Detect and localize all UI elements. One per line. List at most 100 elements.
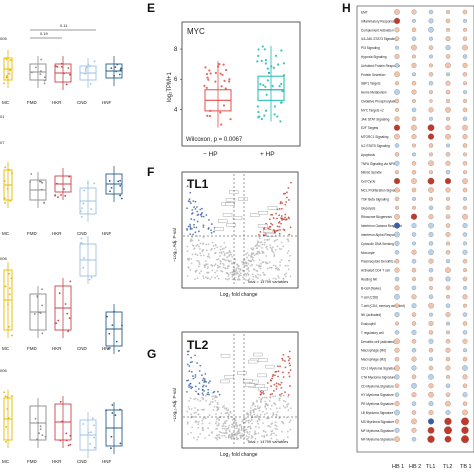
panel-e-point-1-19 [266, 79, 269, 82]
panel-g-point-411 [258, 407, 261, 410]
left-point-0-4-2 [115, 70, 118, 73]
panel-f-point-431 [265, 255, 268, 257]
panel-h-cell-5-1 [412, 54, 416, 59]
panel-f-point-118 [272, 277, 275, 280]
panel-g-point-420 [231, 433, 234, 436]
panel-h-cell-38-1 [411, 347, 417, 353]
panel-f-point-105 [258, 259, 261, 261]
panel-g-point-115 [198, 382, 201, 385]
panel-h-cell-9-0 [394, 89, 400, 95]
panel-g-point-35 [259, 390, 262, 393]
panel-f-point-52 [246, 252, 249, 254]
panel-h-cell-16-1 [412, 152, 416, 157]
panel-g-gene-tag-0 [220, 379, 230, 384]
panel-f-point-81 [191, 253, 194, 256]
panel-g-point-473 [221, 434, 224, 437]
panel-f-point-387 [244, 272, 246, 275]
left-point-2-1-6 [41, 288, 43, 291]
left-point-3-0-3 [11, 395, 13, 397]
panel-h-cell-32-3 [446, 294, 450, 299]
panel-e-point-1-39 [280, 82, 283, 85]
panel-g-point-472 [238, 431, 241, 434]
left-point-3-4-2 [119, 442, 122, 445]
panel-h-cell-43-0 [394, 392, 400, 397]
panel-g-point-406 [191, 386, 194, 389]
panel-h-cell-40-2 [428, 365, 434, 371]
panel-f-point-124 [198, 272, 201, 274]
panel-g-point-345 [234, 419, 237, 422]
panel-g-point-130 [271, 422, 274, 425]
panel-e-point-1-4 [256, 105, 259, 108]
panel-h-cell-37-0 [394, 338, 400, 345]
panel-g-point-244 [254, 430, 256, 433]
panel-g-point-497 [201, 419, 204, 422]
left-point-1-1-3 [29, 181, 32, 183]
panel-g-point-151 [227, 426, 230, 429]
panel-g-point-350 [194, 354, 196, 357]
panel-e-point-0-9 [224, 87, 227, 90]
panel-f-point-445 [235, 273, 238, 276]
panel-h-cell-27-0 [394, 250, 400, 255]
panel-g-point-275 [270, 430, 273, 433]
panel-g-point-200 [198, 370, 201, 372]
panel-f-point-409 [279, 200, 282, 203]
panel-e-ylabel: log₂TPM+1 [167, 71, 173, 102]
panel-h-row-label-45: LB Myeloma Signature [361, 411, 393, 415]
panel-g-point-318 [190, 370, 193, 373]
panel-f-point-342 [213, 247, 216, 250]
panel-f-point-198 [187, 225, 190, 228]
panel-g-point-125 [249, 427, 252, 430]
panel-h-cell-41-4 [462, 374, 468, 380]
panel-f-point-227 [190, 238, 192, 241]
left-point-3-0-6 [6, 396, 9, 398]
group-label-cnd-1: CND [77, 100, 87, 105]
panel-h-cell-17-4 [462, 161, 468, 166]
panel-g-point-386 [269, 425, 272, 428]
panel-h-cell-38-0 [394, 347, 400, 353]
panel-g-point-36 [224, 425, 227, 428]
panel-h-cell-47-3 [444, 426, 452, 435]
panel-e-point-1-33 [277, 63, 280, 66]
panel-g-point-315 [246, 426, 249, 429]
panel-g-point-410 [286, 403, 289, 406]
panel-h-cell-32-0 [394, 293, 400, 300]
panel-f-point-313 [218, 255, 221, 257]
panel-f-point-383 [187, 266, 190, 268]
panel-g-point-369 [187, 363, 189, 366]
panel-g-point-273 [280, 381, 283, 384]
left-point-2-3-2 [80, 241, 83, 244]
left-point-0-3-1 [84, 68, 87, 70]
panel-h-cell-46-4 [461, 417, 469, 426]
panel-g-point-372 [194, 374, 197, 376]
panel-h-cell-10-4 [463, 99, 467, 103]
panel-f-point-206 [255, 247, 258, 250]
panel-h-cell-3-3 [445, 36, 451, 42]
panel-g-point-433 [279, 365, 281, 368]
panel-f-point-220 [239, 268, 242, 271]
panel-f-point-57 [259, 230, 262, 233]
panel-g-point-89 [289, 369, 292, 372]
panel-h-row-label-10: Oxidative Phosphorylation [361, 100, 398, 104]
panel-e-point-0-7 [222, 104, 226, 107]
left-point-1-2-1 [60, 194, 62, 196]
panel-h-row-labels: EMT Inflammatory Response Complement Activ… [361, 11, 405, 442]
panel-f-point-318 [244, 261, 247, 263]
row-code-3: 006 [0, 256, 7, 261]
panel-f-point-180 [207, 277, 209, 279]
panel-g-point-14 [211, 398, 214, 401]
panel-g-point-233 [235, 436, 238, 439]
panel-g-point-374 [209, 403, 211, 405]
panel-f-point-78 [234, 261, 236, 264]
panel-h-row-label-3: IL6-JAK-STAT3 Signaling [361, 37, 397, 41]
panel-g-point-357 [255, 432, 257, 435]
panel-f-point-419 [227, 265, 229, 268]
left-point-0-2-6 [63, 72, 65, 75]
left-point-3-1-2 [44, 435, 47, 438]
panel-g-point-416 [260, 398, 263, 401]
left-point-0-3-7 [88, 65, 91, 67]
panel-h-cell-26-0 [394, 240, 400, 246]
panel-h-cell-8-2 [428, 80, 434, 86]
panel-f-point-459 [284, 203, 287, 206]
panel-f-point-208 [280, 248, 283, 251]
panel-h-cell-20-2 [428, 187, 434, 193]
